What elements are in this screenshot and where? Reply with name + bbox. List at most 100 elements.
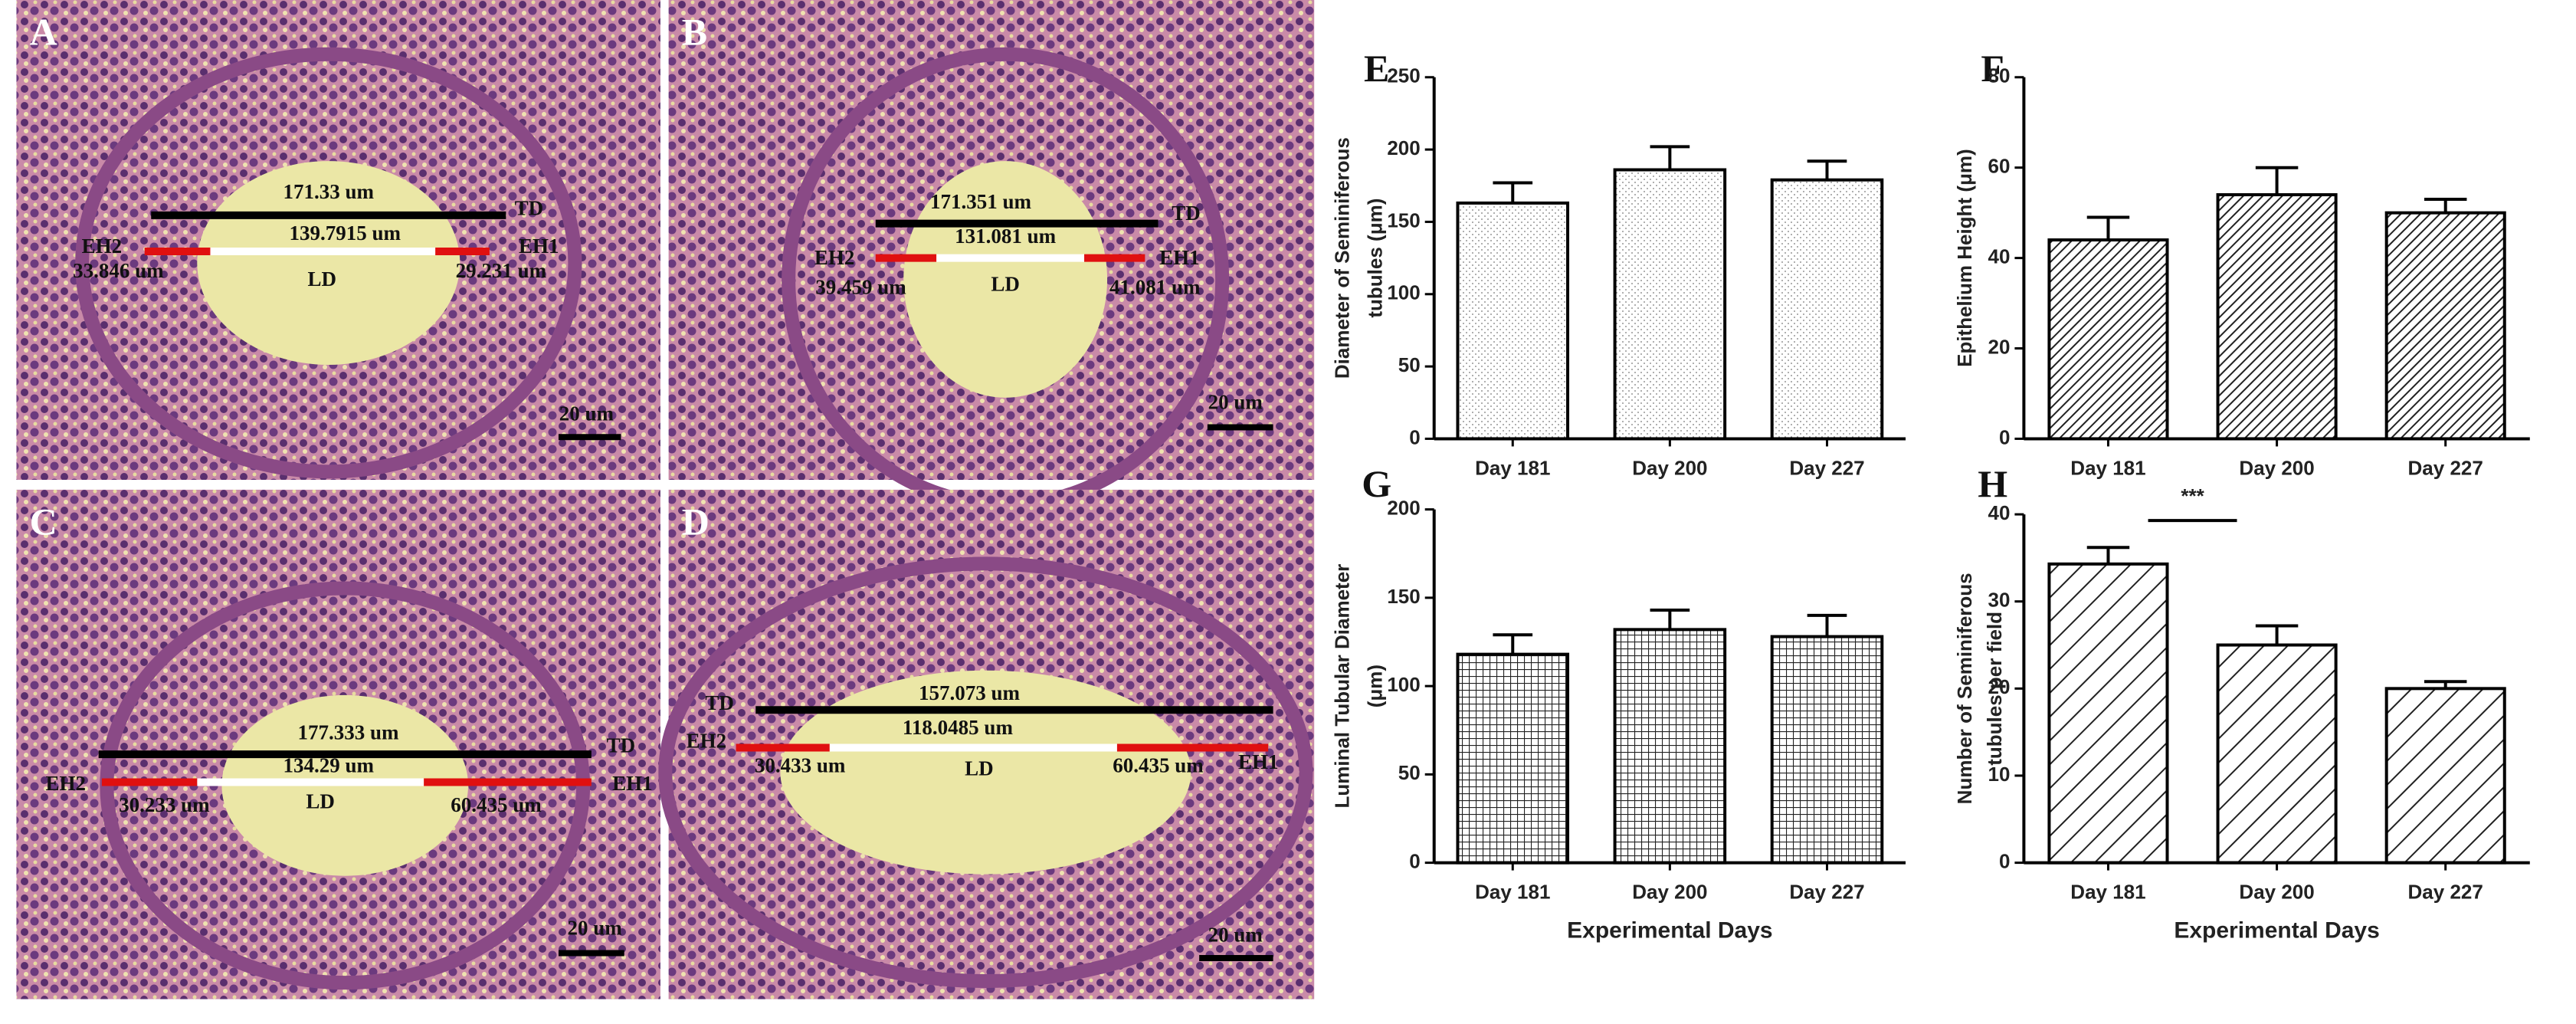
scale-bar-label: 20 um [559, 402, 615, 425]
y-tick-label: 200 [1387, 497, 1420, 520]
x-tick-label: Day 200 [1632, 880, 1707, 903]
x-tick-label: Day 200 [2239, 880, 2314, 903]
x-tick-label: Day 227 [1789, 456, 1864, 479]
chart: G 0 50 100 150 200 Luminal Tubular Diameter (μm… [1331, 462, 1906, 944]
scale-bar-label: 20 um [1208, 391, 1263, 414]
chart: F 0 20 40 60 80 Epithelium Height (μm) Day 181 D… [1953, 47, 2530, 479]
x-axis-label: Experimental Days [1567, 918, 1772, 944]
measurement-label: LD [306, 790, 335, 813]
measurement-label: 39.459 um [815, 276, 906, 299]
bar [1456, 652, 1570, 865]
panel-letter: D [682, 501, 710, 543]
y-tick-label: 60 [1988, 155, 2010, 178]
panel-letter: E [1364, 47, 1389, 90]
measurement-label: EH2 [687, 729, 727, 752]
measurement-label: 177.333 um [298, 721, 400, 744]
micrograph: 177.333 um TD 134.29 um EH2 30.233 um LD 60.43… [16, 489, 660, 999]
scale-bar-label: 20 um [1208, 923, 1263, 946]
bar [1613, 628, 1727, 865]
y-tick-label: 100 [1387, 673, 1420, 696]
panel-letter: F [1981, 47, 2004, 90]
measurement-label: TD [515, 197, 544, 220]
x-tick-label: Day 181 [1475, 456, 1550, 479]
y-tick-label: 100 [1387, 281, 1420, 304]
y-tick-label: 0 [1999, 425, 2010, 448]
y-axis-label: tubules (μm) [1364, 199, 1387, 318]
y-tick-label: 30 [1988, 589, 2010, 612]
measurement-label: EH1 [612, 772, 653, 795]
measurement-label: EH1 [1238, 750, 1279, 773]
bar [2216, 193, 2338, 441]
bar [2047, 238, 2169, 441]
measurement-label: 118.0485 um [903, 716, 1014, 739]
y-tick-label: 200 [1387, 136, 1420, 159]
measurement-label: 131.081 um [955, 225, 1057, 248]
y-axis-label: (μm) [1364, 665, 1387, 707]
bar [1613, 168, 1727, 441]
measurement-label: 41.081 um [1109, 276, 1201, 299]
measurement-label: TD [705, 691, 734, 714]
measurement-label: LD [965, 757, 994, 780]
measurement-label: TD [607, 734, 636, 757]
measurement-label: 30.433 um [755, 753, 846, 776]
micrograph: 171.351 um TD 131.081 um EH2 39.459 um LD 41.0… [668, 0, 1315, 512]
y-tick-label: 20 [1988, 335, 2010, 358]
measurement-label: 30.233 um [119, 793, 210, 816]
scale-bar-label: 20 um [567, 917, 622, 940]
measurement-label: EH2 [82, 235, 123, 258]
measurement-label: EH2 [814, 246, 855, 269]
panel-letter: H [1978, 462, 2007, 505]
bar [1770, 635, 1884, 865]
measurement-label: LD [307, 267, 336, 290]
measurement-label: 171.33 um [283, 180, 375, 203]
tubule-wall [75, 47, 582, 479]
x-tick-label: Day 181 [2070, 456, 2145, 479]
x-tick-label: Day 200 [2239, 456, 2314, 479]
y-tick-label: 0 [1409, 425, 1420, 448]
measurement-label: EH1 [519, 235, 559, 258]
measurement-label: 29.231 um [456, 259, 547, 282]
measurement-label: EH2 [46, 772, 87, 795]
bar [1456, 201, 1570, 441]
bar [2216, 643, 2338, 865]
y-tick-label: 20 [1988, 675, 2010, 698]
y-tick-label: 80 [1988, 64, 2010, 87]
measurement-label: EH1 [1159, 246, 1200, 269]
panel-letter: B [682, 11, 707, 54]
bar [1770, 178, 1884, 441]
y-tick-label: 150 [1387, 208, 1420, 231]
y-tick-label: 0 [1409, 849, 1420, 872]
measurement-label: LD [991, 272, 1020, 295]
x-tick-label: Day 181 [1475, 880, 1550, 903]
x-tick-label: Day 227 [2408, 880, 2483, 903]
measurement-label: 134.29 um [283, 753, 375, 776]
significance-label: *** [2181, 484, 2204, 507]
y-tick-label: 50 [1398, 761, 1421, 784]
y-tick-label: 50 [1398, 353, 1421, 376]
lumen [780, 670, 1191, 875]
chart: H 0 10 20 30 40 Number of Seminiferous tubules … [1953, 462, 2530, 944]
measurement-label: 171.351 um [930, 190, 1032, 213]
y-tick-label: 40 [1988, 501, 2010, 524]
x-tick-label: Day 227 [1789, 880, 1864, 903]
x-tick-label: Day 200 [1632, 456, 1707, 479]
bar [2047, 562, 2169, 865]
measurement-label: 139.7915 um [289, 222, 401, 245]
bar [2384, 211, 2506, 441]
panel-letter: C [30, 501, 57, 543]
bar [2384, 687, 2506, 865]
x-tick-label: Day 227 [2408, 456, 2483, 479]
y-tick-label: 10 [1988, 763, 2010, 786]
y-axis-label: Number of Seminiferous [1953, 573, 1976, 804]
measurement-label: 60.435 um [1113, 753, 1204, 776]
measurement-label: 157.073 um [919, 681, 1021, 704]
measurement-label: TD [1172, 202, 1201, 225]
y-axis-label: tubules per field [1983, 612, 2006, 766]
y-axis-label: Epithelium Height (μm) [1953, 149, 1976, 367]
x-tick-label: Day 181 [2070, 880, 2145, 903]
y-tick-label: 150 [1387, 585, 1420, 608]
measurement-label: 33.846 um [73, 259, 164, 282]
y-tick-label: 250 [1387, 64, 1420, 87]
